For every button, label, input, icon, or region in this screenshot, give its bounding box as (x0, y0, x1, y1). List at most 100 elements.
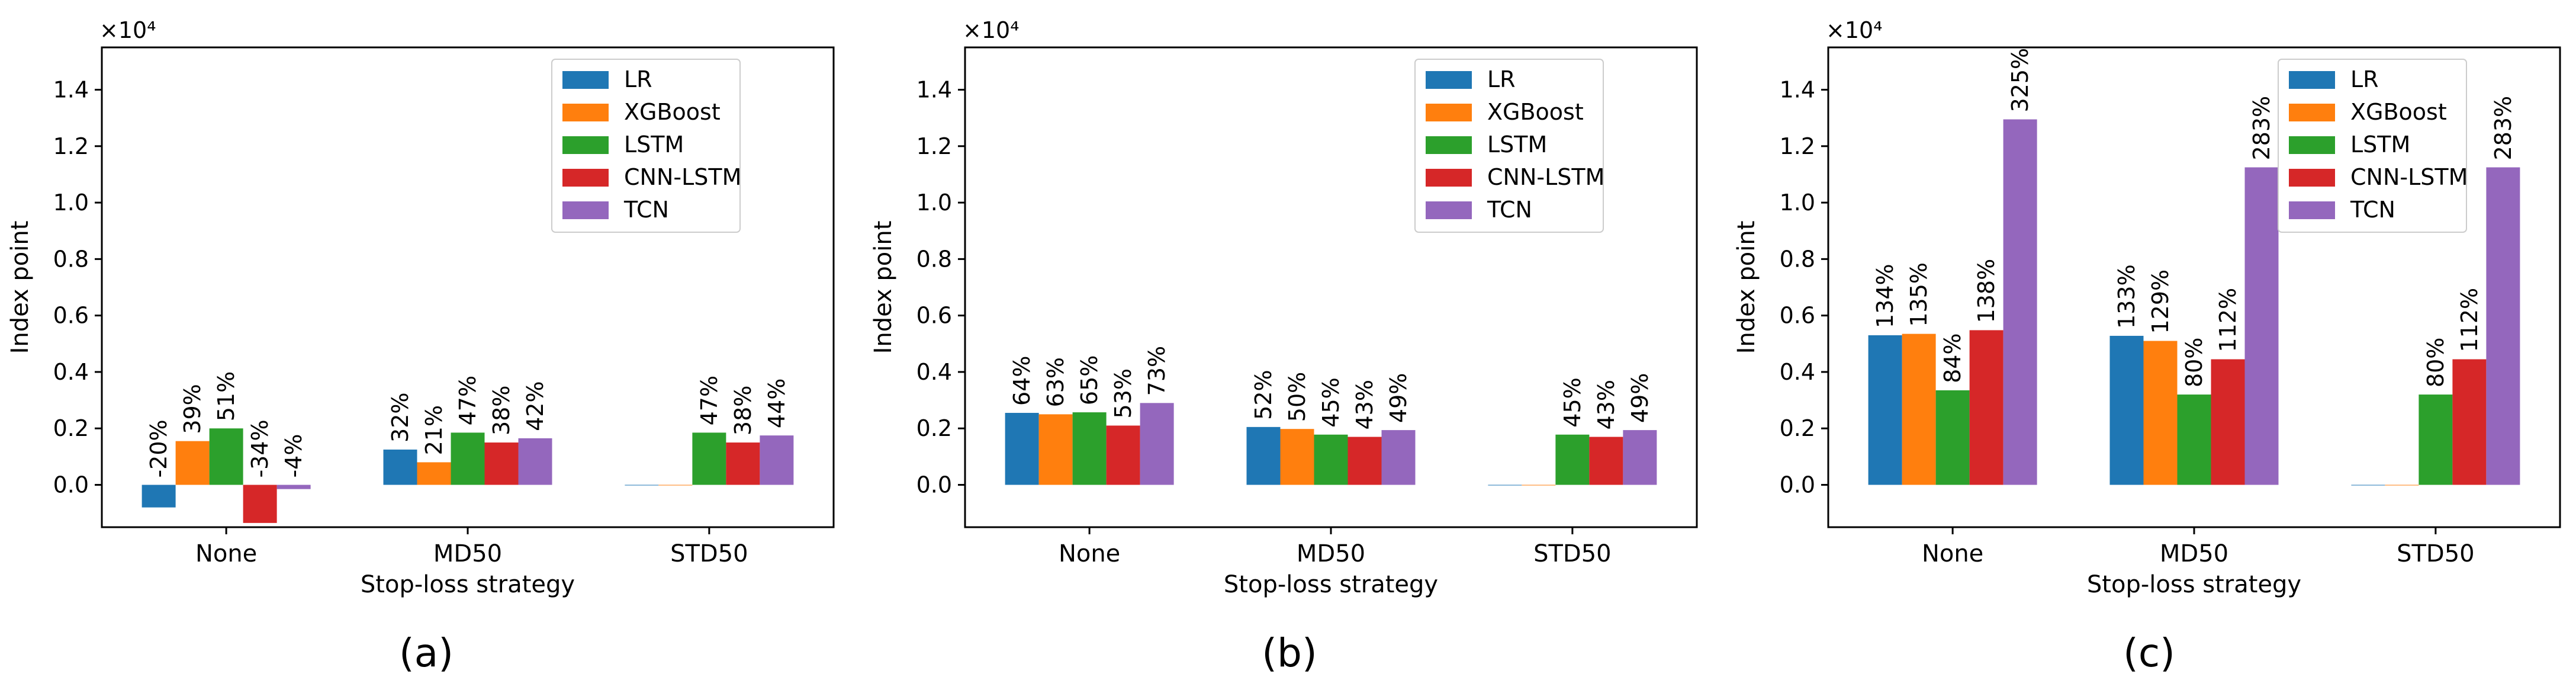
y-tick-label: 1.0 (53, 190, 89, 216)
bar-tcn-std50 (1623, 430, 1657, 485)
bar-tcn-md50 (518, 438, 552, 485)
legend-label: LSTM (624, 131, 684, 158)
legend-label: CNN-LSTM (2350, 164, 2468, 190)
y-axis-label: Index point (7, 221, 34, 354)
bar-tcn-std50 (760, 435, 794, 485)
bar-lstm-std50 (692, 432, 726, 485)
bar-value-label: -4% (281, 434, 307, 478)
bar-tcn-md50 (1381, 430, 1416, 485)
x-tick-label: MD50 (2160, 540, 2228, 567)
bar-xgboost-none (175, 441, 210, 485)
bar-value-label: 38% (730, 386, 756, 435)
y-tick-label: 1.0 (916, 190, 952, 216)
bar-value-label: 112% (2456, 288, 2482, 352)
bar-cnn-lstm-none (1106, 425, 1140, 485)
bar-value-label: 38% (488, 386, 514, 435)
bar-value-label: 138% (1973, 259, 1999, 323)
bar-value-label: 63% (1043, 357, 1069, 407)
y-tick-label: 1.0 (1780, 190, 1815, 216)
bar-value-label: 73% (1144, 346, 1170, 396)
bar-lstm-md50 (451, 432, 485, 485)
legend-label: LR (2350, 66, 2379, 92)
bar-tcn-std50 (2486, 167, 2520, 485)
legend-swatch-tcn (1426, 201, 1472, 219)
y-tick-label: 0.8 (916, 246, 952, 272)
y-tick-label: 1.2 (53, 133, 89, 159)
legend-label: LSTM (1487, 131, 1547, 158)
bar-lr-std50 (2351, 485, 2385, 486)
bar-value-label: 47% (696, 376, 722, 425)
legend-swatch-tcn (562, 201, 609, 219)
bar-value-label: 21% (421, 405, 447, 455)
bar-lr-none (1005, 413, 1039, 485)
x-tick-label: MD50 (1297, 540, 1365, 567)
bar-value-label: 283% (2249, 96, 2275, 161)
y-tick-label: 0.2 (1780, 415, 1815, 441)
bar-value-label: 80% (2423, 338, 2449, 387)
y-axis-label: Index point (870, 221, 897, 354)
y-tick-label: 0.0 (916, 472, 952, 498)
legend-swatch-lstm (1426, 136, 1472, 154)
panel-caption: (b) (1262, 630, 1317, 676)
legend-swatch-lr (562, 71, 609, 89)
bar-value-label: 47% (455, 376, 481, 425)
x-tick-label: None (1922, 540, 1983, 567)
legend-label: LSTM (2350, 131, 2410, 158)
bar-value-label: 43% (1593, 380, 1619, 429)
bar-xgboost-none (1902, 333, 1936, 485)
bar-value-label: 129% (2147, 270, 2173, 334)
bar-cnn-lstm-md50 (1348, 437, 1382, 485)
bar-value-label: 51% (213, 371, 239, 421)
x-axis-label: Stop-loss strategy (361, 571, 575, 598)
legend-box (2278, 59, 2467, 233)
bar-lstm-md50 (1314, 434, 1348, 485)
bar-lstm-none (1072, 412, 1107, 485)
bar-xgboost-std50 (1522, 485, 1556, 486)
bar-lr-md50 (2109, 335, 2144, 485)
legend-swatch-cnn-lstm (2289, 169, 2335, 187)
legend-label: TCN (1487, 197, 1532, 223)
y-tick-label: 0.4 (1780, 359, 1815, 385)
bar-value-label: 325% (2007, 48, 2033, 113)
y-axis-label: Index point (1733, 221, 1760, 354)
bar-value-label: 135% (1906, 262, 1932, 327)
bar-value-label: 80% (2181, 338, 2207, 387)
legend-swatch-xgboost (2289, 104, 2335, 121)
legend-swatch-lstm (2289, 136, 2335, 154)
chart-panel-3: 0.0 0.2 0.4 0.6 0.8 1.0 1.2 1.4 ×10⁴ Index point 1… (1733, 17, 2561, 676)
y-tick-label: 1.4 (1780, 76, 1815, 102)
bar-lr-std50 (625, 485, 659, 486)
chart-panel-2: 0.0 0.2 0.4 0.6 0.8 1.0 1.2 1.4 ×10⁴ Index point 6… (870, 17, 1698, 676)
bar-xgboost-none (1038, 414, 1073, 485)
bar-lr-none (141, 485, 176, 508)
x-axis-label: Stop-loss strategy (1224, 571, 1438, 598)
y-tick-label: 0.6 (1780, 303, 1815, 329)
bar-lr-std50 (1488, 485, 1522, 486)
y-tick-label: 0.6 (916, 303, 952, 329)
y-scale-label: ×10⁴ (99, 17, 156, 43)
legend-label: CNN-LSTM (624, 164, 741, 190)
bar-value-label: 133% (2114, 264, 2140, 329)
bar-tcn-none (2003, 119, 2037, 485)
bar-value-label: 42% (522, 381, 548, 431)
bar-lstm-md50 (2177, 394, 2211, 485)
legend-label: TCN (623, 197, 669, 223)
bar-cnn-lstm-std50 (726, 442, 760, 485)
bar-value-label: 39% (179, 384, 205, 434)
panel-caption: (c) (2123, 630, 2175, 676)
bar-tcn-none (276, 485, 311, 489)
chart-panel-1: 0.0 0.2 0.4 0.6 0.8 1.0 1.2 1.4 ×10⁴ Index point -… (7, 17, 835, 676)
x-tick-label: STD50 (2397, 540, 2475, 567)
y-tick-label: 0.6 (53, 303, 89, 329)
bar-value-label: 45% (1318, 377, 1344, 427)
y-tick-label: 1.2 (916, 133, 952, 159)
y-scale-label: ×10⁴ (1826, 17, 1882, 43)
x-tick-label: None (1059, 540, 1120, 567)
y-tick-label: 0.2 (916, 415, 952, 441)
panel-caption: (a) (399, 630, 454, 676)
legend-swatch-cnn-lstm (1426, 169, 1472, 187)
bar-lstm-std50 (2419, 394, 2453, 485)
legend-swatch-tcn (2289, 201, 2335, 219)
legend-label: XGBoost (624, 99, 721, 125)
